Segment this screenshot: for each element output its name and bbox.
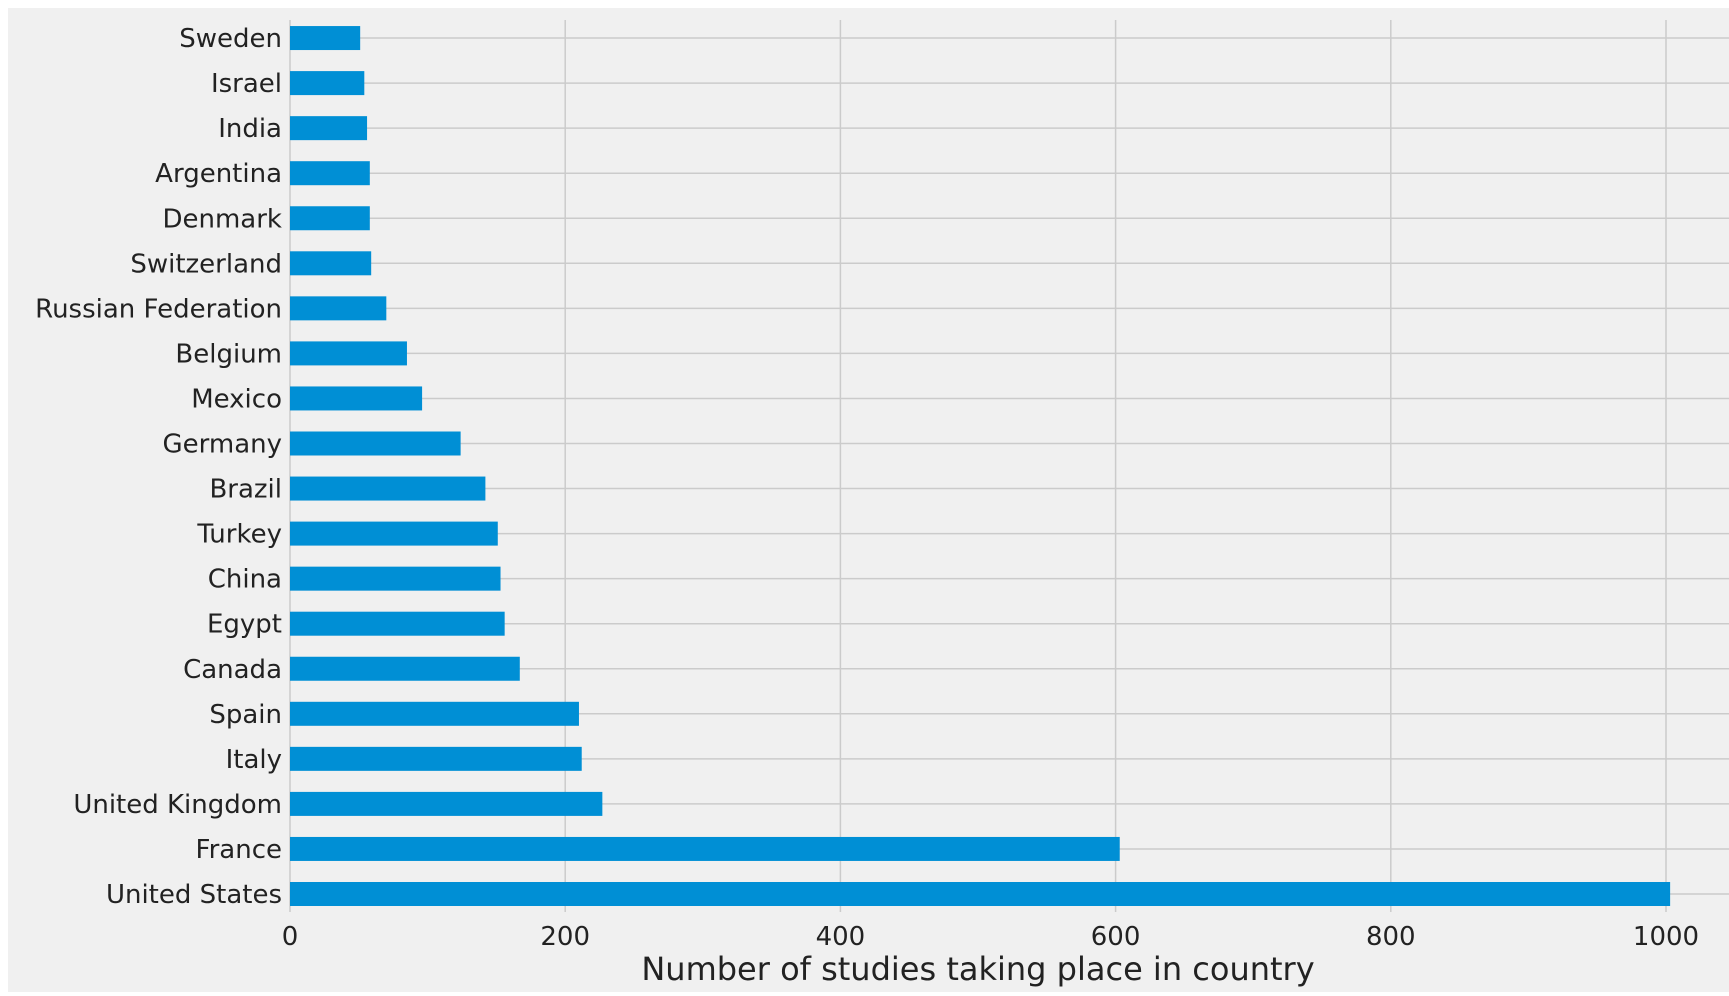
bar bbox=[290, 161, 370, 186]
y-tick-labels: United States France United Kingdom Italy Sp… bbox=[35, 24, 282, 910]
bar bbox=[290, 521, 498, 546]
bar bbox=[290, 206, 370, 231]
bar bbox=[290, 71, 365, 96]
bars bbox=[290, 26, 1671, 906]
y-tick-label: United Kingdom bbox=[73, 790, 282, 820]
bar bbox=[290, 791, 603, 816]
bar bbox=[290, 701, 579, 726]
x-tick-label: 1000 bbox=[1633, 922, 1699, 952]
bar bbox=[290, 656, 520, 681]
y-tick-label: Argentina bbox=[155, 159, 282, 189]
bar bbox=[290, 746, 582, 771]
y-tick-label: Denmark bbox=[162, 204, 282, 234]
y-tick-label: Israel bbox=[211, 69, 282, 99]
y-tick-label: India bbox=[218, 114, 282, 144]
y-tick-label: France bbox=[196, 835, 282, 865]
y-tick-label: Turkey bbox=[196, 520, 282, 550]
x-tick-label: 0 bbox=[282, 922, 299, 952]
bar bbox=[290, 431, 461, 456]
bar bbox=[290, 296, 387, 321]
y-tick-label: Spain bbox=[209, 700, 282, 730]
bar bbox=[290, 611, 505, 636]
y-tick-label: Germany bbox=[162, 430, 282, 460]
y-tick-label: Switzerland bbox=[130, 249, 282, 279]
bar bbox=[290, 116, 368, 141]
bar bbox=[290, 476, 486, 501]
x-tick-label: 200 bbox=[540, 922, 590, 952]
x-tick-label: 800 bbox=[1366, 922, 1416, 952]
bar bbox=[290, 341, 407, 366]
x-tick-label: 600 bbox=[1091, 922, 1141, 952]
y-tick-label: United States bbox=[106, 880, 282, 910]
bar bbox=[290, 386, 423, 411]
bar bbox=[290, 26, 361, 51]
y-tick-label: Sweden bbox=[179, 24, 282, 54]
y-tick-label: Brazil bbox=[209, 475, 282, 505]
y-tick-label: Canada bbox=[183, 655, 282, 685]
x-tick-label: 400 bbox=[816, 922, 866, 952]
bar bbox=[290, 836, 1120, 861]
y-tick-label: Belgium bbox=[175, 339, 282, 369]
y-tick-label: Egypt bbox=[207, 610, 282, 640]
y-tick-label: Russian Federation bbox=[35, 294, 282, 324]
y-tick-label: Mexico bbox=[191, 384, 282, 414]
y-tick-label: China bbox=[208, 565, 282, 595]
bar bbox=[290, 251, 372, 276]
x-axis-label: Number of studies taking place in countr… bbox=[641, 950, 1314, 988]
y-tick-label: Italy bbox=[226, 745, 282, 775]
bar bbox=[290, 882, 1671, 906]
bar bbox=[290, 566, 501, 591]
x-tick-labels: 0 200 400 600 800 1000 bbox=[282, 922, 1699, 952]
